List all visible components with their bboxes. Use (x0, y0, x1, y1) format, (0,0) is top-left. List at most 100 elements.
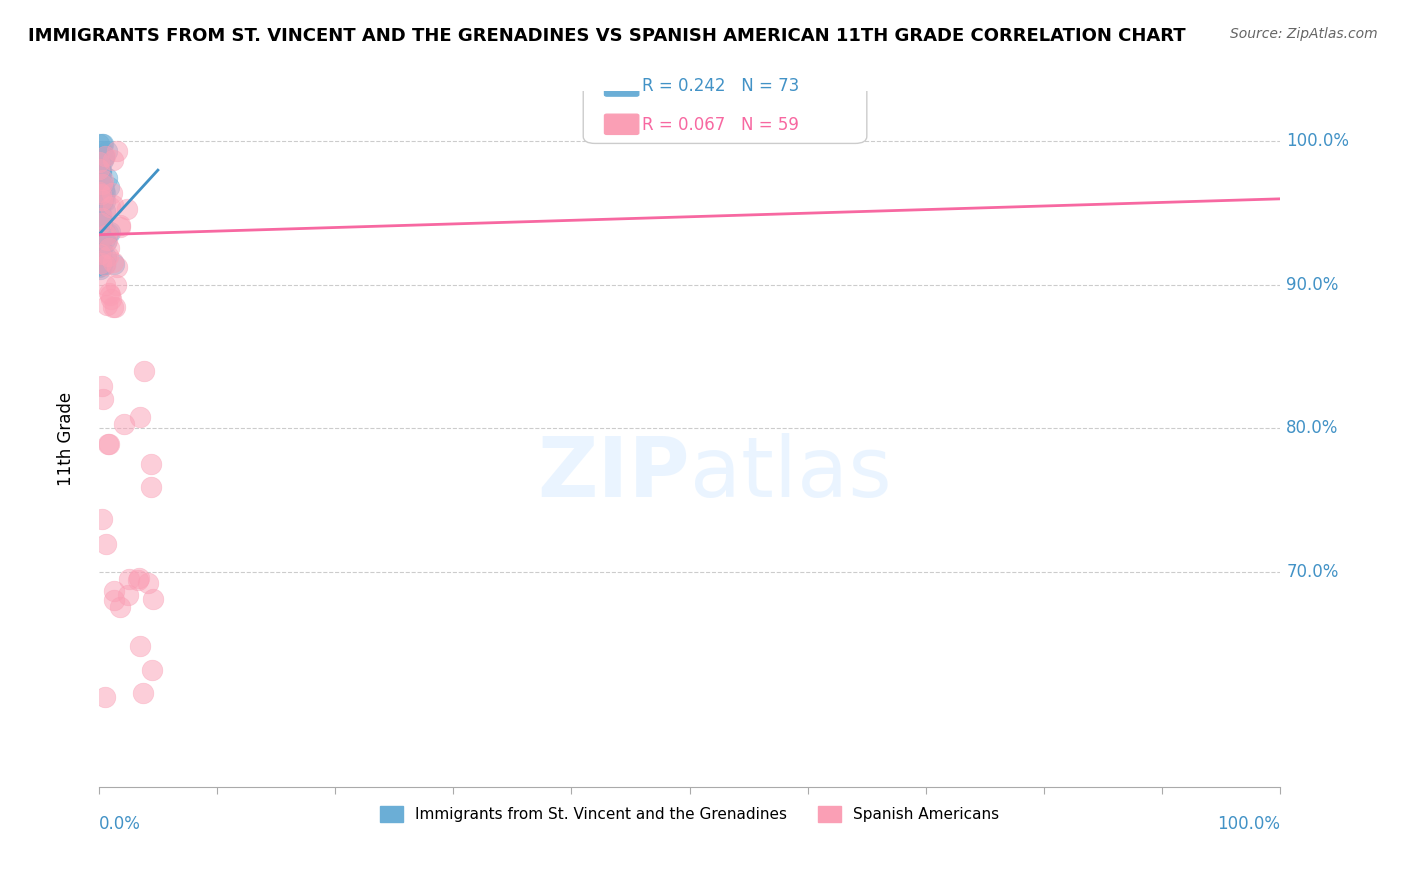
Text: 0.0%: 0.0% (98, 814, 141, 833)
Point (103, 198, 125, 212)
Point (91, 190, 114, 204)
Point (89, 166, 111, 180)
Point (94, 690, 117, 704)
Point (89, 162, 111, 177)
Point (89, 219, 111, 233)
Point (93, 191, 115, 205)
Point (94, 225, 117, 239)
Point (90, 162, 112, 177)
Point (89, 191, 111, 205)
Point (91, 255, 114, 269)
Point (89, 250, 111, 264)
Point (91, 258, 114, 272)
Point (98, 200, 121, 214)
Point (96, 170, 118, 185)
Point (105, 144, 128, 158)
Point (128, 639, 150, 653)
Point (97, 249, 120, 263)
Text: R = 0.242   N = 73: R = 0.242 N = 73 (643, 78, 800, 95)
Point (136, 575, 159, 590)
Point (90, 216, 112, 230)
Point (89, 202, 111, 217)
Point (103, 593, 125, 607)
Point (89, 150, 111, 164)
Point (101, 186, 124, 200)
Point (93, 149, 115, 163)
Point (90, 168, 112, 182)
Point (129, 409, 152, 424)
Legend: Immigrants from St. Vincent and the Grenadines, Spanish Americans: Immigrants from St. Vincent and the Gren… (374, 800, 1005, 828)
Point (89, 185, 111, 199)
Point (89, 216, 111, 230)
Point (90, 207, 112, 221)
Point (103, 257, 125, 271)
Point (93, 149, 115, 163)
Point (90, 189, 112, 203)
Point (89, 244, 111, 259)
Point (97, 286, 120, 301)
Point (89, 240, 111, 254)
Point (94, 258, 117, 272)
Point (105, 260, 128, 275)
Point (91, 190, 114, 204)
Y-axis label: 11th Grade: 11th Grade (58, 392, 75, 486)
Point (96, 233, 118, 247)
Point (91, 177, 114, 191)
Point (91, 196, 114, 211)
Point (97, 437, 120, 451)
Text: atlas: atlas (689, 434, 891, 515)
Point (89, 202, 111, 217)
Point (89, 234, 111, 248)
Point (139, 457, 162, 471)
Point (90, 186, 112, 201)
Point (90, 137, 112, 152)
Point (93, 181, 115, 195)
Text: Source: ZipAtlas.com: Source: ZipAtlas.com (1230, 27, 1378, 41)
Point (90, 256, 112, 270)
Point (90, 224, 112, 238)
Point (98, 288, 121, 302)
Point (101, 255, 124, 269)
FancyBboxPatch shape (605, 114, 638, 135)
Point (89, 247, 111, 261)
Point (90, 243, 112, 257)
Point (91, 153, 114, 168)
Text: 80.0%: 80.0% (1286, 419, 1339, 437)
Point (89, 200, 111, 214)
Point (104, 300, 127, 314)
Point (94, 194, 117, 208)
Point (117, 588, 139, 602)
Point (118, 573, 141, 587)
Point (89, 161, 111, 176)
Point (139, 480, 162, 494)
Point (87, 219, 110, 233)
Point (127, 573, 149, 587)
Point (93, 186, 115, 200)
Point (105, 278, 128, 293)
Point (98, 180, 121, 194)
Point (89, 210, 111, 224)
Point (89, 155, 111, 169)
Point (91, 254, 114, 268)
Point (132, 685, 155, 699)
Point (89, 219, 111, 234)
Point (110, 218, 132, 232)
Point (87, 197, 110, 211)
Point (101, 301, 124, 315)
Point (132, 364, 155, 378)
Point (91, 229, 114, 244)
Point (93, 203, 115, 218)
Point (94, 186, 117, 201)
Point (91, 392, 114, 406)
Point (112, 417, 135, 432)
Point (90, 188, 112, 202)
Point (128, 571, 150, 585)
Point (100, 292, 122, 306)
Text: ZIP: ZIP (537, 434, 689, 515)
Point (87, 137, 110, 152)
Point (90, 211, 112, 225)
FancyBboxPatch shape (583, 60, 868, 144)
Text: IMMIGRANTS FROM ST. VINCENT AND THE GRENADINES VS SPANISH AMERICAN 11TH GRADE CO: IMMIGRANTS FROM ST. VINCENT AND THE GREN… (28, 27, 1185, 45)
Point (103, 583, 125, 598)
Point (87, 260, 110, 275)
